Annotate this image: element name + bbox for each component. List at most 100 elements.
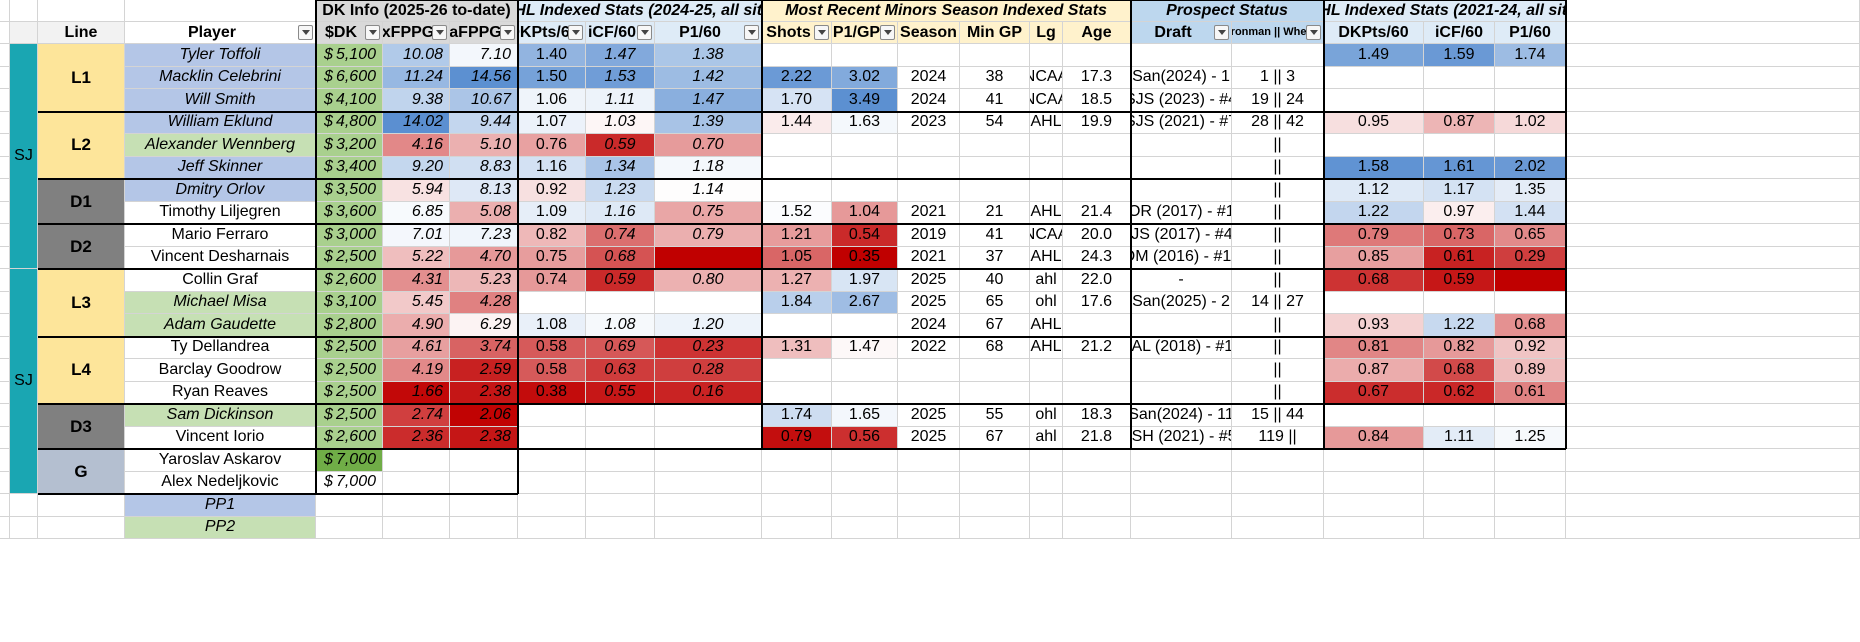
cell-hd[interactable]: 1.58 <box>1324 156 1424 179</box>
filter-dropdown-icon[interactable] <box>568 24 583 40</box>
filter-dropdown-icon[interactable] <box>637 24 652 40</box>
cell-hp[interactable] <box>1495 404 1566 427</box>
cell-pw[interactable]: || <box>1232 201 1324 224</box>
cell-hi[interactable]: 0.97 <box>1424 201 1495 224</box>
cell-nd[interactable] <box>518 404 586 427</box>
cell-nd[interactable]: 0.92 <box>518 179 586 202</box>
cell-hp[interactable]: 0.89 <box>1495 359 1566 382</box>
cell-se[interactable]: 2021 <box>898 246 960 269</box>
cell-xf[interactable]: 7.01 <box>383 224 450 247</box>
cell-pg[interactable]: 0.54 <box>832 224 898 247</box>
cell-gp[interactable]: 37 <box>960 246 1030 269</box>
cell-nd[interactable]: 1.09 <box>518 201 586 224</box>
cell-lg[interactable]: ohl <box>1030 404 1063 427</box>
player-name[interactable]: Ryan Reaves <box>125 381 316 404</box>
cell-se[interactable] <box>898 359 960 382</box>
cell-hp[interactable]: 1.02 <box>1495 111 1566 134</box>
cell-nd[interactable]: 1.50 <box>518 66 586 89</box>
cell-pg[interactable]: 2.67 <box>832 291 898 314</box>
cell-af[interactable]: 2.06 <box>450 404 518 427</box>
cell-xf[interactable]: 2.74 <box>383 404 450 427</box>
cell-hd[interactable] <box>1324 66 1424 89</box>
cell-dr[interactable] <box>1131 314 1232 337</box>
cell-hi[interactable] <box>1424 134 1495 157</box>
cell-ag[interactable] <box>1063 134 1131 157</box>
cell-xf[interactable]: 9.20 <box>383 156 450 179</box>
cell-pw[interactable]: || <box>1232 269 1324 292</box>
pp-label[interactable]: PP2 <box>125 516 316 539</box>
cell-dr[interactable]: TOR (2017) - #17 <box>1131 201 1232 224</box>
cell-pg[interactable]: 0.56 <box>832 426 898 449</box>
cell-nd[interactable]: 1.40 <box>518 44 586 67</box>
cell-pw[interactable]: || <box>1232 224 1324 247</box>
cell-lg[interactable]: AHL <box>1030 336 1063 359</box>
cell-ag[interactable]: 18.3 <box>1063 404 1131 427</box>
cell-lg[interactable] <box>1030 44 1063 67</box>
cell-xf[interactable]: 5.45 <box>383 291 450 314</box>
cell-dr[interactable]: San(2024) - 11 <box>1131 404 1232 427</box>
cell-hp[interactable]: 2.02 <box>1495 156 1566 179</box>
dk-salary[interactable]: $3,500 <box>316 179 383 202</box>
cell-sh[interactable]: 1.21 <box>762 224 832 247</box>
cell-sh[interactable] <box>762 44 832 67</box>
cell-af[interactable]: 2.59 <box>450 359 518 382</box>
cell-ag[interactable]: 21.8 <box>1063 426 1131 449</box>
cell-hp[interactable]: 0.00 <box>1495 269 1566 292</box>
cell-se[interactable] <box>898 134 960 157</box>
cell-hi[interactable]: 0.62 <box>1424 381 1495 404</box>
cell-lg[interactable]: AHL <box>1030 201 1063 224</box>
cell-se[interactable]: 2025 <box>898 426 960 449</box>
cell-pg[interactable] <box>832 179 898 202</box>
cell-ni[interactable]: 1.08 <box>586 314 655 337</box>
cell-ni[interactable]: 1.03 <box>586 111 655 134</box>
dk-salary[interactable]: $4,800 <box>316 111 383 134</box>
cell-hp[interactable]: 1.44 <box>1495 201 1566 224</box>
dk-salary[interactable]: $2,500 <box>316 359 383 382</box>
cell-hi[interactable]: 0.68 <box>1424 359 1495 382</box>
cell-gp[interactable] <box>960 359 1030 382</box>
cell-ni[interactable]: 0.68 <box>586 246 655 269</box>
cell-xf[interactable]: 6.85 <box>383 201 450 224</box>
cell-ag[interactable] <box>1063 179 1131 202</box>
col-header-draft[interactable]: Draft <box>1131 22 1232 44</box>
cell-ni[interactable]: 0.59 <box>586 269 655 292</box>
cell-np[interactable]: 0.00 <box>655 246 762 269</box>
col-header-dkpts60[interactable]: DKPts/60 <box>518 22 586 44</box>
cell-lg[interactable]: AHL <box>1030 246 1063 269</box>
cell-pg[interactable] <box>832 134 898 157</box>
cell-pg[interactable] <box>832 44 898 67</box>
cell-hd[interactable]: 0.87 <box>1324 359 1424 382</box>
cell-dr[interactable]: SJS (2021) - #7 <box>1131 111 1232 134</box>
player-name[interactable]: William Eklund <box>125 111 316 134</box>
cell-af[interactable]: 4.28 <box>450 291 518 314</box>
cell-ag[interactable] <box>1063 44 1131 67</box>
cell-gp[interactable]: 41 <box>960 224 1030 247</box>
col-header-shots[interactable]: Shots <box>762 22 832 44</box>
cell-hi[interactable]: 0.73 <box>1424 224 1495 247</box>
cell-af[interactable]: 7.10 <box>450 44 518 67</box>
cell-nd[interactable]: 0.82 <box>518 224 586 247</box>
player-name[interactable]: Vincent Desharnais <box>125 246 316 269</box>
pp-label[interactable]: PP1 <box>125 494 316 517</box>
cell-af[interactable]: 8.13 <box>450 179 518 202</box>
cell-pw[interactable]: 19 || 24 <box>1232 89 1324 112</box>
cell-gp[interactable]: 67 <box>960 314 1030 337</box>
cell-dr[interactable] <box>1131 381 1232 404</box>
cell-af[interactable]: 10.67 <box>450 89 518 112</box>
cell-sh[interactable] <box>762 381 832 404</box>
player-name[interactable]: Alex Nedeljkovic <box>125 471 316 494</box>
cell-lg[interactable]: NCAA <box>1030 224 1063 247</box>
cell-dr[interactable]: DAL (2018) - #13 <box>1131 336 1232 359</box>
filter-dropdown-icon[interactable] <box>814 24 829 40</box>
cell-xf[interactable]: 4.31 <box>383 269 450 292</box>
cell-ni[interactable] <box>586 426 655 449</box>
cell-xf[interactable]: 4.16 <box>383 134 450 157</box>
cell-hd[interactable]: 0.67 <box>1324 381 1424 404</box>
cell-hd[interactable]: 1.22 <box>1324 201 1424 224</box>
cell-ni[interactable]: 1.11 <box>586 89 655 112</box>
cell-hi[interactable] <box>1424 89 1495 112</box>
cell-hd[interactable]: 0.93 <box>1324 314 1424 337</box>
cell-hi[interactable]: 0.59 <box>1424 269 1495 292</box>
cell-np[interactable]: 0.79 <box>655 224 762 247</box>
player-name[interactable]: Michael Misa <box>125 291 316 314</box>
